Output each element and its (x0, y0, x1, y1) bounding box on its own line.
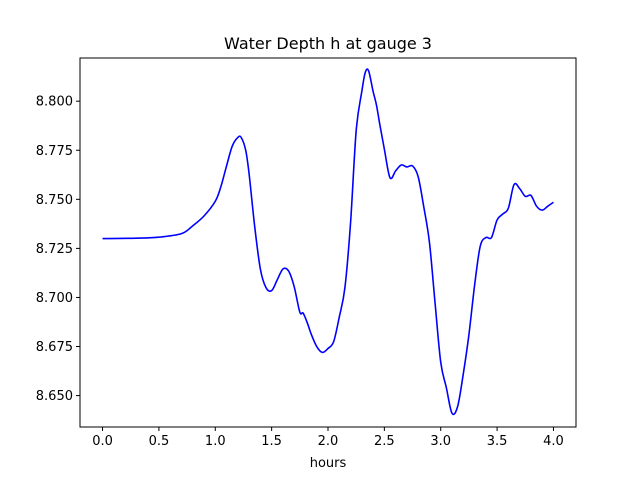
y-tick-label: 8.650 (36, 389, 73, 404)
x-tick-label: 0.0 (92, 434, 113, 449)
y-tick-label: 8.800 (36, 95, 73, 110)
x-tick-label: 4.0 (543, 434, 564, 449)
x-tick-label: 2.0 (318, 434, 339, 449)
x-tick-label: 1.0 (205, 434, 226, 449)
x-tick-label: 3.0 (430, 434, 451, 449)
x-tick-label: 2.5 (374, 434, 395, 449)
x-axis-label: hours (310, 456, 347, 471)
chart-title: Water Depth h at gauge 3 (224, 34, 432, 53)
y-tick-label: 8.775 (36, 144, 73, 159)
x-tick-label: 1.5 (261, 434, 282, 449)
y-tick-label: 8.700 (36, 291, 73, 306)
x-tick-label: 3.5 (487, 434, 508, 449)
y-tick-label: 8.750 (36, 193, 73, 208)
y-tick-label: 8.675 (36, 340, 73, 355)
y-tick-label: 8.725 (36, 242, 73, 257)
x-tick-label: 0.5 (149, 434, 170, 449)
